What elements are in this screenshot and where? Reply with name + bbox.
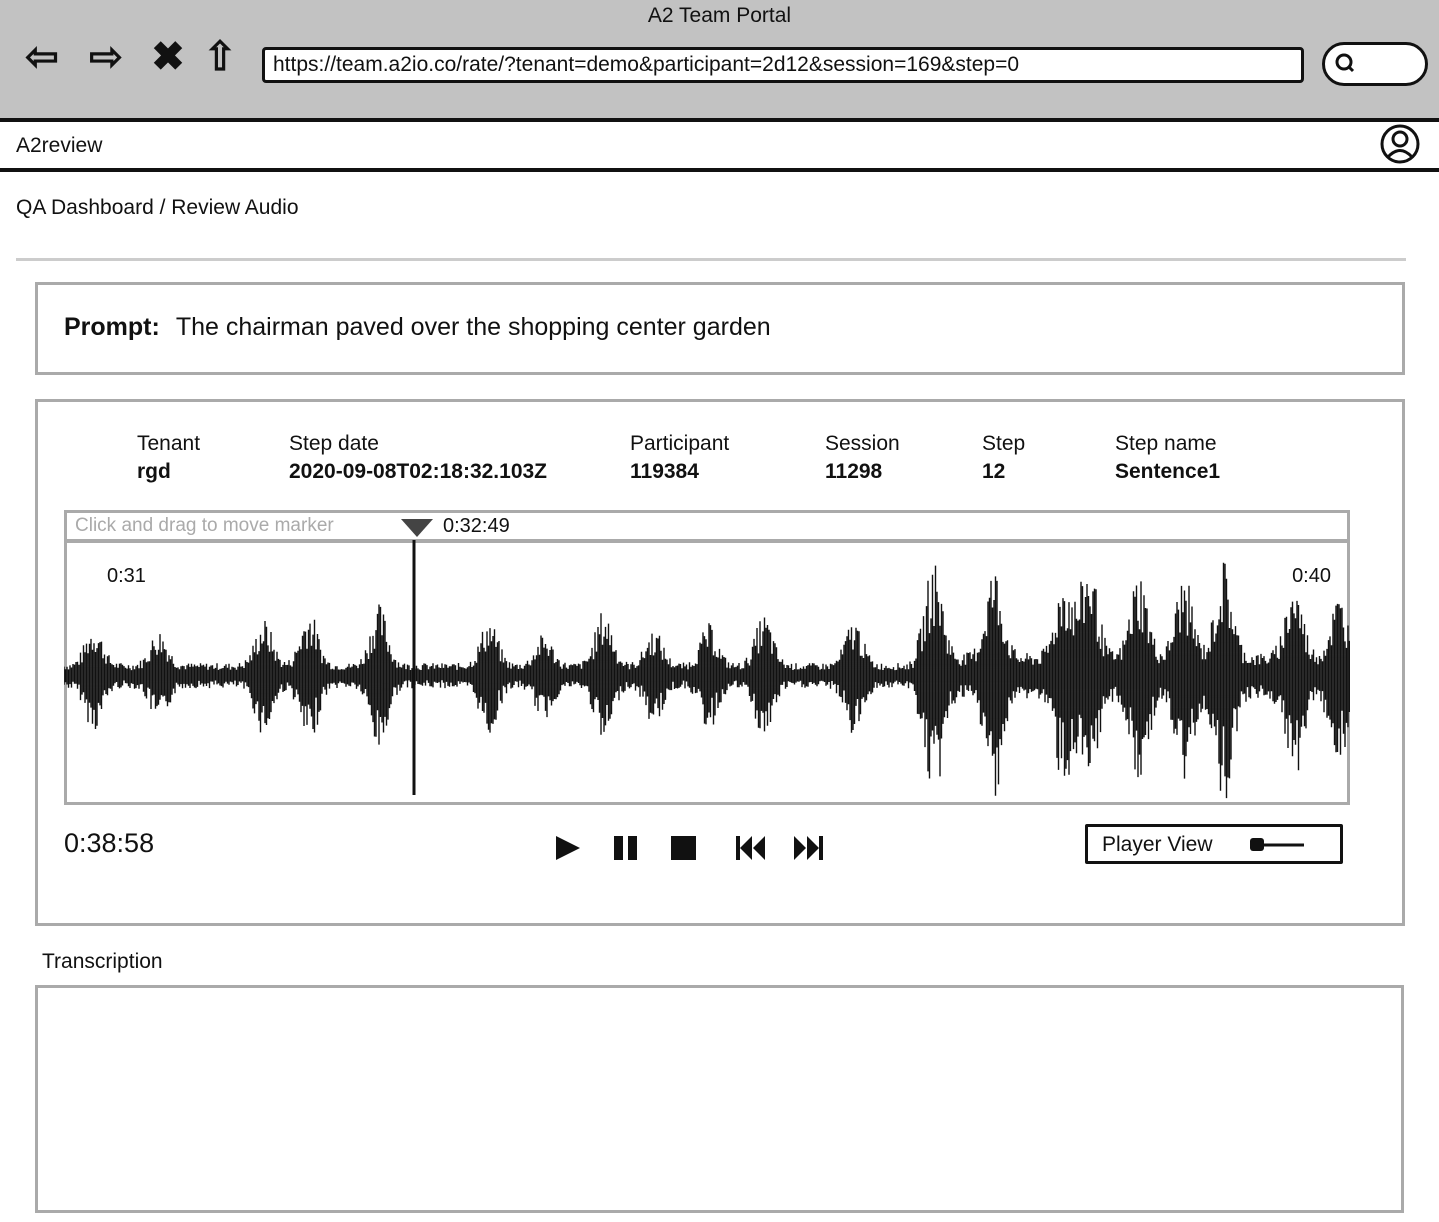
home-icon[interactable]: ⇧ <box>203 35 237 79</box>
transcription-label: Transcription <box>42 950 163 973</box>
search-icon <box>1335 53 1355 73</box>
meta-value-session: 11298 <box>825 460 883 483</box>
meta-label-participant: Participant <box>630 432 730 455</box>
meta-value-step: 12 <box>982 460 1006 483</box>
app-name[interactable]: A2review <box>16 134 103 157</box>
browser-chrome: A2 Team Portal ⇦ ⇨ ✖ ⇧ https://team.a2io… <box>0 0 1439 122</box>
player-view-label: Player View <box>1102 833 1213 856</box>
prompt-panel: Prompt: The chairman paved over the shopp… <box>35 282 1405 375</box>
meta-label-step-name: Step name <box>1115 432 1217 455</box>
forward-arrow-icon[interactable]: ⇨ <box>89 35 123 79</box>
play-icon[interactable] <box>548 830 588 866</box>
url-bar[interactable]: https://team.a2io.co/rate/?tenant=demo&p… <box>262 47 1304 83</box>
meta-value-participant: 119384 <box>630 460 699 483</box>
current-time: 0:38:58 <box>64 828 155 858</box>
marker-handle-icon[interactable] <box>401 519 433 537</box>
back-arrow-icon[interactable]: ⇦ <box>25 35 59 79</box>
waveform-start-time: 0:31 <box>107 565 146 587</box>
waveform-graphic <box>64 540 1350 799</box>
prompt-label: Prompt: <box>64 313 160 341</box>
waveform-end-time: 0:40 <box>1292 565 1331 587</box>
meta-value-step-date: 2020-09-08T02:18:32.103Z <box>289 460 548 483</box>
divider <box>16 258 1406 261</box>
waveform-path <box>64 562 1350 799</box>
browser-search[interactable] <box>1322 42 1428 86</box>
marker-track[interactable]: Click and drag to move marker 0:32:49 <box>64 510 1350 542</box>
player-view-toggle[interactable]: Player View <box>1085 824 1343 864</box>
stop-icon[interactable] <box>664 830 704 866</box>
transcription-input[interactable] <box>35 985 1404 1213</box>
waveform[interactable]: 0:31 0:40 <box>64 540 1350 805</box>
meta-label-session: Session <box>825 432 900 455</box>
window-title: A2 Team Portal <box>647 4 792 27</box>
meta-label-step: Step <box>982 432 1026 455</box>
skip-back-icon[interactable] <box>732 830 772 866</box>
skip-forward-icon[interactable] <box>788 830 828 866</box>
audio-player-panel: Tenant rgd Step date 2020-09-08T02:18:32… <box>35 399 1405 926</box>
stop-icon[interactable]: ✖ <box>151 35 185 79</box>
meta-label-tenant: Tenant <box>137 432 201 455</box>
prompt-text: The chairman paved over the shopping cen… <box>175 313 771 341</box>
meta-value-tenant: rgd <box>137 460 171 483</box>
meta-value-step-name: Sentence1 <box>1115 460 1221 483</box>
marker-time: 0:32:49 <box>443 515 510 537</box>
breadcrumb[interactable]: QA Dashboard / Review Audio <box>16 196 299 219</box>
slider-toggle-icon <box>1250 838 1304 851</box>
marker-hint: Click and drag to move marker <box>75 515 334 536</box>
app-header: A2review <box>0 122 1439 172</box>
meta-label-step-date: Step date <box>289 432 379 455</box>
user-avatar-icon[interactable] <box>1380 124 1420 164</box>
pause-icon[interactable] <box>606 830 646 866</box>
